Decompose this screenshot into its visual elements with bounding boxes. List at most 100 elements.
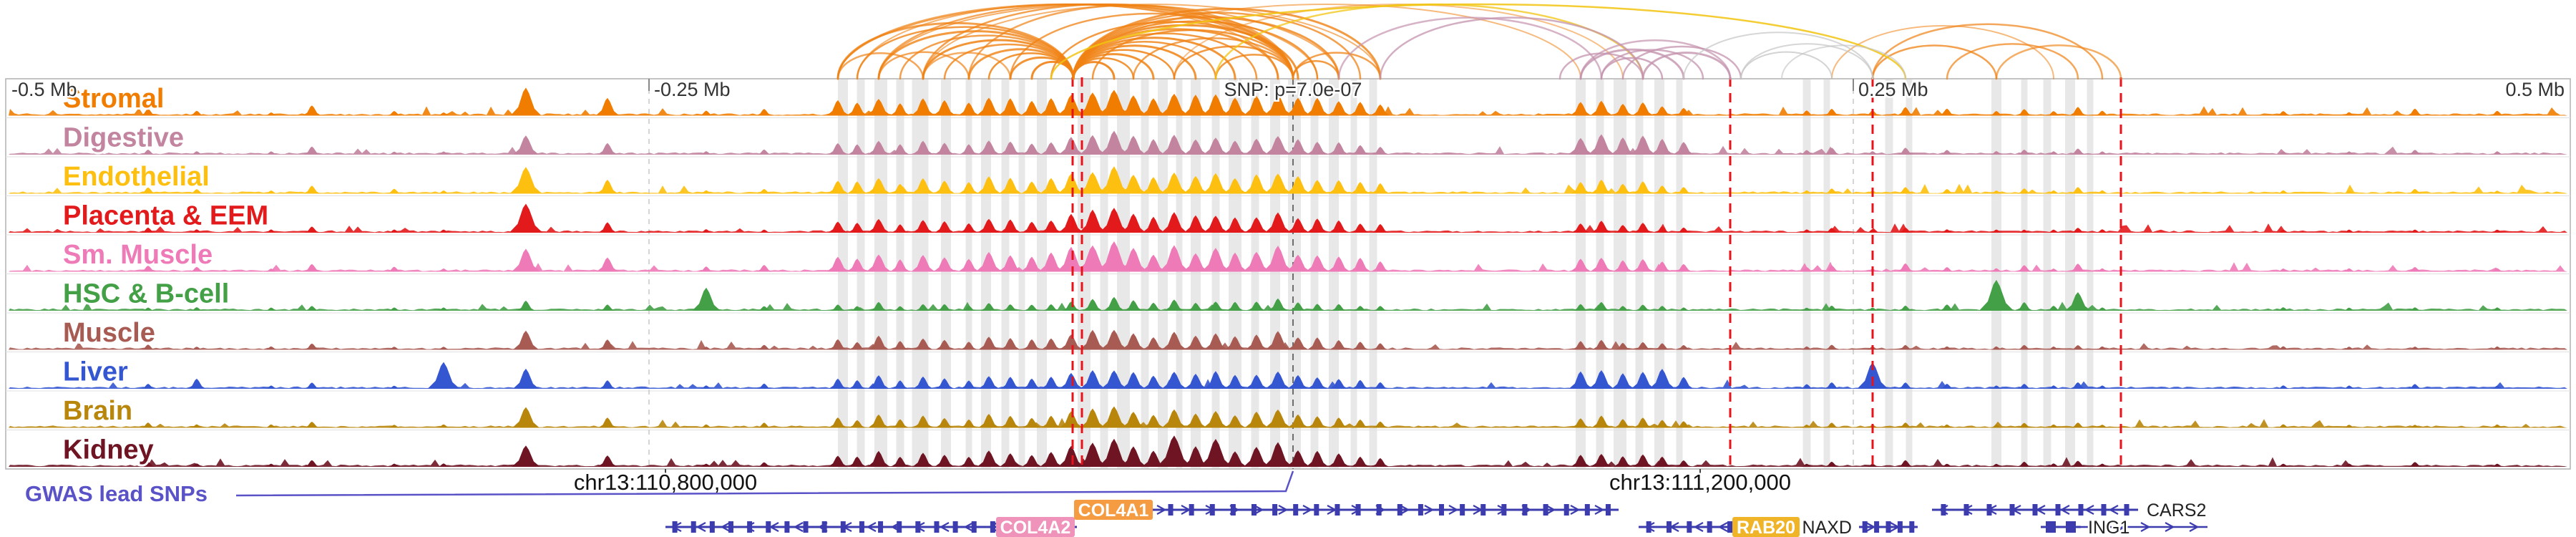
signal-peak [1350,223,1370,233]
signal-peak [512,248,540,272]
signal-peak [1571,455,1591,467]
signal-peak [2408,307,2422,311]
signal-peak [1591,415,1611,428]
signal-peak [2408,425,2422,428]
gene-exon [2124,504,2129,516]
signal-peak [1156,435,1192,467]
signal-peak [1570,258,1591,272]
signal-peak [692,287,721,311]
signal-peak [190,151,204,155]
gene-strand-arrow [1594,505,1605,515]
signal-peak [1568,137,1594,155]
signal-peak [2342,347,2356,350]
track-label-placenta-eem: Placenta & EEM [63,201,268,231]
signal-peak [1058,173,1085,194]
signal-peak [387,229,401,233]
signal-peak [960,419,978,428]
signal-peak [1568,371,1593,389]
signal-peak [1800,346,1814,350]
gene-exon [1605,504,1611,516]
signal-peak [1652,106,1672,116]
signal-peak [303,226,321,233]
signal-peak [140,384,156,389]
signal-peak [190,307,204,311]
signal-peak [1938,108,1956,116]
interaction-arc [1009,12,1294,80]
track-label-endothelial: Endothelial [63,162,210,192]
signal-peak [2490,190,2504,194]
signal-peak [2276,151,2290,155]
signal-peak [1800,425,1814,428]
signal-peak [1823,147,1840,155]
signal-peak [1571,418,1591,428]
signal-peak [1897,460,1914,467]
signal-peak [190,347,204,350]
interaction-arc [922,52,1012,80]
gene-strand-arrow [1546,505,1556,515]
signal-peak [512,407,540,428]
signal-peak [1634,342,1652,350]
signal-peak [2016,150,2032,155]
signal-peak [2407,462,2423,467]
signal-peak [1824,188,1840,194]
signal-peak [436,424,451,428]
signal-peak [1224,374,1246,389]
signal-peak [1898,227,1913,233]
signal-peak [436,463,451,467]
signal-peak [1611,373,1634,389]
signal-peak [1285,254,1311,272]
signal-peak [756,422,772,428]
signal-peak [847,181,867,194]
interaction-arc [1337,16,1603,80]
signal-peak [1222,97,1248,116]
signal-peak [1309,304,1326,311]
signal-peak [1327,256,1350,272]
gene-strand-arrow [2059,505,2070,515]
signal-peak [1371,223,1390,233]
signal-peak [2095,463,2109,467]
gene-exon [1272,504,1278,516]
signal-peak [597,455,618,467]
signal-peak [1654,226,1671,233]
signal-peak [1100,130,1128,155]
signal-peak [264,385,278,389]
signal-peak [1865,229,1880,233]
signal-peak [2046,190,2061,194]
gene-exon [840,521,846,533]
gene-strand-arrow [2189,522,2200,532]
signal-peak [828,378,848,389]
gene-exon [1667,521,1672,533]
signal-peak [1000,453,1021,467]
signal-peak [912,220,934,233]
signal-peak [959,457,979,467]
interaction-arc [1871,44,1998,80]
gene-exon [2055,504,2061,516]
signal-peak [1824,344,1840,350]
signal-peak [509,203,543,233]
signal-peak [891,224,909,233]
gene-label-box-col4a2 [996,517,1075,537]
signal-peak [961,305,977,311]
signal-peak [1264,173,1292,194]
signal-peak [1076,245,1109,272]
signal-peak [1245,374,1268,389]
signal-peak [1021,181,1043,194]
gene-exon [1418,504,1423,516]
signal-peak [1022,339,1042,350]
gene-exon [1293,504,1299,516]
signal-peak [1098,90,1131,116]
signal-peak [264,463,278,467]
gene-label-naxd: NAXD [1802,518,1852,537]
signal-peak [890,183,910,194]
signal-peak [2016,188,2032,194]
signal-peak [1350,258,1371,272]
signal-peak [975,251,1002,272]
signal-peak [2015,302,2034,311]
signal-peak [1184,139,1208,155]
signal-peak [1589,370,1614,389]
signal-peak [1613,183,1633,194]
gene-strand-arrow [1278,505,1289,515]
signal-peak [891,380,909,389]
signal-peak [1614,225,1632,233]
signal-peak [1040,178,1063,194]
